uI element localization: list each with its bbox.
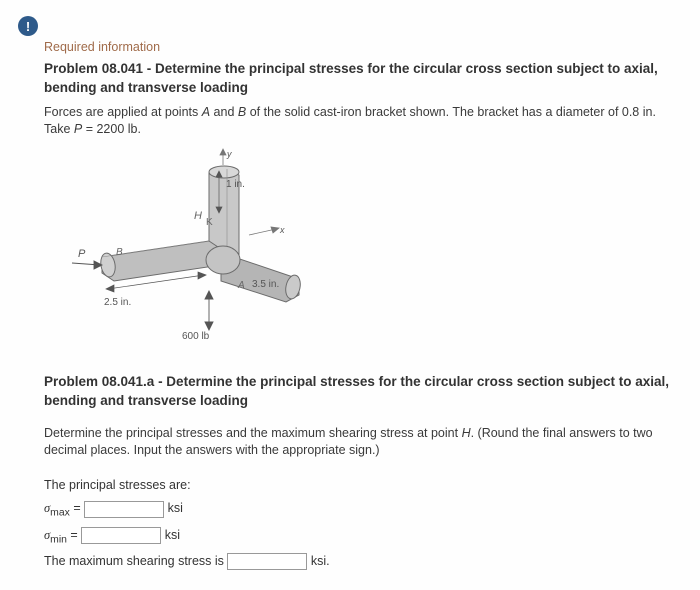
- dim-right-text: 3.5 in.: [252, 279, 279, 290]
- info-icon: !: [18, 16, 38, 36]
- sigma-max-input[interactable]: [84, 501, 164, 518]
- corner-joint: [206, 246, 240, 274]
- instr-h: H: [462, 426, 471, 440]
- point-b-label: B: [238, 105, 246, 119]
- eq-2: =: [67, 528, 81, 542]
- p-label: P: [74, 122, 82, 136]
- bracket-svg: y x: [44, 145, 354, 355]
- sigma-max-row: σmax = ksi: [44, 497, 672, 523]
- label-b: B: [116, 247, 123, 258]
- sigma-min-sub: min: [50, 534, 67, 545]
- forces-and: and: [210, 105, 238, 119]
- answers-intro: The principal stresses are:: [44, 474, 672, 498]
- shear-row: The maximum shearing stress is ksi.: [44, 550, 672, 574]
- eq-1: =: [70, 501, 84, 515]
- force-p-arrow: [72, 261, 102, 269]
- force-600-arrow: [205, 291, 213, 330]
- shear-prefix: The maximum shearing stress is: [44, 554, 227, 568]
- dim-top-text: 1 in.: [226, 179, 245, 190]
- instr-prefix: Determine the principal stresses and the…: [44, 426, 462, 440]
- forces-description: Forces are applied at points A and B of …: [44, 104, 672, 139]
- problem-content: Required information Problem 08.041 - De…: [18, 40, 672, 574]
- shear-input[interactable]: [227, 553, 307, 570]
- required-info-label: Required information: [44, 40, 672, 54]
- bracket-diagram: y x: [44, 145, 672, 355]
- problem-title: Problem 08.041 - Determine the principal…: [44, 60, 672, 98]
- subproblem-instruction: Determine the principal stresses and the…: [44, 425, 672, 460]
- axis-x-label: x: [279, 225, 285, 235]
- sigma-min-input[interactable]: [81, 527, 161, 544]
- axis-y-label: y: [226, 149, 232, 159]
- label-k: K: [206, 217, 213, 228]
- force-600-text: 600 lb: [182, 331, 210, 342]
- sigma-max-sub: max: [50, 508, 70, 519]
- unit-3: ksi.: [311, 554, 330, 568]
- unit-1: ksi: [168, 501, 183, 515]
- label-p: P: [78, 248, 86, 260]
- subproblem-title: Problem 08.041.a - Determine the princip…: [44, 373, 672, 411]
- unit-2: ksi: [165, 528, 180, 542]
- label-h: H: [194, 210, 202, 222]
- sigma-min-row: σmin = ksi: [44, 524, 672, 550]
- forces-eq: = 2200 lb.: [82, 122, 141, 136]
- dim-left-text: 2.5 in.: [104, 297, 131, 308]
- label-a: A: [237, 280, 245, 291]
- forces-prefix: Forces are applied at points: [44, 105, 202, 119]
- point-a-label: A: [202, 105, 210, 119]
